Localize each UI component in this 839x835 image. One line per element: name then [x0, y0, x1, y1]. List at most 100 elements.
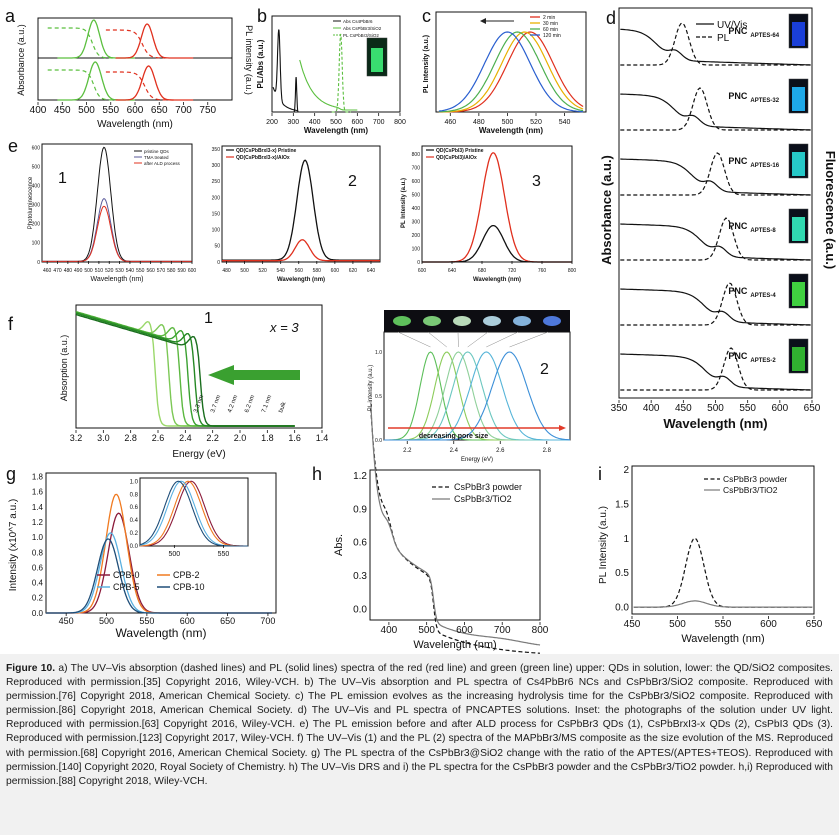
- panel-f1-xtick-label: 2.4: [179, 433, 192, 443]
- panel-a-xtick-label: 600: [127, 105, 144, 116]
- panel-f2-guide-line: [467, 331, 489, 348]
- panel-i-legend-text: CsPbBr3 powder: [723, 474, 787, 484]
- panel-d-sample-label: PNC: [728, 351, 748, 361]
- panel-f1-xtick-label: 2.6: [152, 433, 165, 443]
- panel-e1-ytick-label: 0: [37, 260, 40, 266]
- panel-e3-ytick-label: 300: [412, 219, 421, 225]
- panel-a-xtick-label: 500: [78, 105, 95, 116]
- panel-d-vial-glow: [792, 217, 805, 241]
- panel-e1-number: 1: [58, 170, 67, 187]
- panel-d-pl-0: [620, 22, 811, 66]
- panel-a-xtick-label: 400: [30, 105, 47, 116]
- panel-h-ytick-label: 0.9: [353, 504, 367, 515]
- panel-i-powder: [633, 537, 813, 608]
- panel-f1-size-label: 3.3 nm: [193, 394, 205, 413]
- panel-e2-ytick-label: 200: [212, 195, 221, 201]
- panel-f1-curve-5: [75, 313, 295, 427]
- panel-e2-legend-text: QD(CsPbBrxI3-x)/AlOx: [236, 155, 290, 161]
- panel-e2-ytick-label: 0: [217, 260, 220, 266]
- panel-a-red-pl-bottom: [115, 65, 194, 101]
- panel-g-inset-curve-3: [139, 480, 248, 547]
- panel-a-red-abs-top: [105, 29, 165, 59]
- panel-e1-xtick-label: 470: [53, 268, 62, 274]
- panel-b-label: b: [257, 6, 267, 26]
- panel-e1-xlabel: Wavelength (nm): [90, 276, 143, 283]
- panel-e1-ytick-label: 300: [32, 203, 41, 209]
- panel-d-ylabel-right: Fluorescence (a.u.): [823, 151, 838, 269]
- panel-d-sample-label: PNC: [728, 91, 748, 101]
- panel-a-xlabel: Wavelength (nm): [97, 119, 173, 130]
- panel-b-xtick-label: 200: [266, 119, 278, 126]
- panel-e3-alox: [422, 152, 572, 263]
- panel-b-frame: [271, 15, 401, 113]
- panel-e1-ytick-label: 200: [32, 222, 41, 228]
- panel-d-xtick-label: 350: [611, 403, 628, 414]
- panel-d-pl-4: [620, 282, 811, 326]
- panel-c-xtick-label: 500: [502, 119, 514, 126]
- panel-h-xlabel: Wavelength (nm): [413, 639, 496, 651]
- panel-e1-xtick-label: 550: [136, 268, 145, 274]
- panel-d-sample-sub: APTES-32: [750, 98, 779, 104]
- panel-f1-xtick-label: 3.0: [97, 433, 110, 443]
- panel-i-xtick-label: 650: [806, 619, 823, 630]
- panel-c-shift-arrowhead: [480, 18, 486, 24]
- panel-e3-ytick-label: 500: [412, 192, 421, 198]
- panel-h-xtick-label: 600: [456, 625, 473, 636]
- panel-i-ytick-label: 1: [623, 534, 629, 545]
- panel-f1-size-label: 4.2 nm: [227, 394, 239, 413]
- panel-f2-photo-glow: [483, 316, 501, 326]
- panel-h-ytick-label: 0.6: [353, 538, 367, 549]
- panel-g-ytick-label: 0.4: [32, 579, 44, 588]
- panel-e1-xtick-label: 580: [167, 268, 176, 274]
- panel-e3-xlabel: Wavelength (nm): [473, 277, 521, 283]
- panel-h-ytick-label: 1.2: [353, 471, 367, 482]
- panel-d-xtick-label: 500: [707, 403, 724, 414]
- panel-h-powder: [370, 408, 540, 654]
- panel-f1-xtick-label: 1.8: [261, 433, 274, 443]
- panel-i-legend-text: CsPbBr3/TiO2: [723, 485, 778, 495]
- panel-e1-xtick-label: 600: [188, 268, 197, 274]
- panel-h-xtick-label: 800: [532, 625, 549, 636]
- panel-g-frame: [45, 472, 277, 614]
- panel-a-green-abs-bottom: [47, 69, 116, 101]
- panel-c-xlabel: Wavelength (nm): [479, 126, 543, 135]
- panel-c-curve-1: [438, 31, 584, 113]
- panel-g-inset-ytick-label: 0.4: [130, 518, 139, 524]
- panel-b-xlabel: Wavelength (nm): [304, 126, 368, 135]
- panel-e3-ytick-label: 800: [412, 152, 421, 158]
- panel-a-frame: [37, 17, 233, 101]
- panel-e1-ytick-label: 500: [32, 165, 41, 171]
- panel-f1-xtick-label: 2.2: [206, 433, 219, 443]
- panel-c-curve-0: [438, 31, 584, 113]
- panel-d-uvvis-4: [620, 288, 811, 326]
- panel-d-pl-2: [620, 152, 811, 196]
- panel-a-label: a: [5, 6, 16, 26]
- panel-e3-legend-text: QD(CsPbI3) Pristine: [436, 148, 484, 154]
- panel-g-inset-ytick-label: 0.6: [130, 505, 139, 511]
- panel-e1-frame: [41, 143, 193, 263]
- panel-f1-size-label: 3.7 nm: [210, 394, 222, 413]
- panel-e3-number: 3: [532, 173, 541, 190]
- figure-caption: Figure 10. a) The UV–Vis absorption (das…: [6, 662, 833, 789]
- panel-d-vial-glow: [792, 87, 805, 111]
- panel-f2-xtick-label: 2.4: [450, 448, 459, 454]
- panel-b-ylabel: PL/Abs (a.u.): [256, 39, 265, 88]
- panel-g-xtick-label: 600: [180, 616, 195, 626]
- panel-f1-frame: [75, 304, 323, 429]
- panel-e-label: e: [8, 136, 18, 156]
- panel-f-label: f: [8, 314, 14, 334]
- panel-d-xtick-label: 600: [771, 403, 788, 414]
- panel-e2-xtick-label: 620: [349, 268, 358, 274]
- panel-c-legend-text: 2 min: [543, 15, 555, 21]
- panel-b-vial-glow: [371, 48, 383, 72]
- panel-i-ylabel: PL Intensity (a.u.): [598, 506, 609, 584]
- panel-d-legend-pl: PL: [717, 33, 730, 44]
- panel-i-xtick-label: 500: [669, 619, 686, 630]
- panel-e2-frame: [221, 145, 381, 263]
- panel-d-vial-glow: [792, 282, 805, 306]
- panel-g-inset-ytick-label: 0.0: [130, 544, 139, 550]
- panel-g-ytick-label: 1.8: [32, 473, 44, 482]
- panel-f2-guide-line: [397, 331, 431, 348]
- panel-e2-ytick-label: 250: [212, 179, 221, 185]
- panel-b-xtick-label: 700: [373, 119, 385, 126]
